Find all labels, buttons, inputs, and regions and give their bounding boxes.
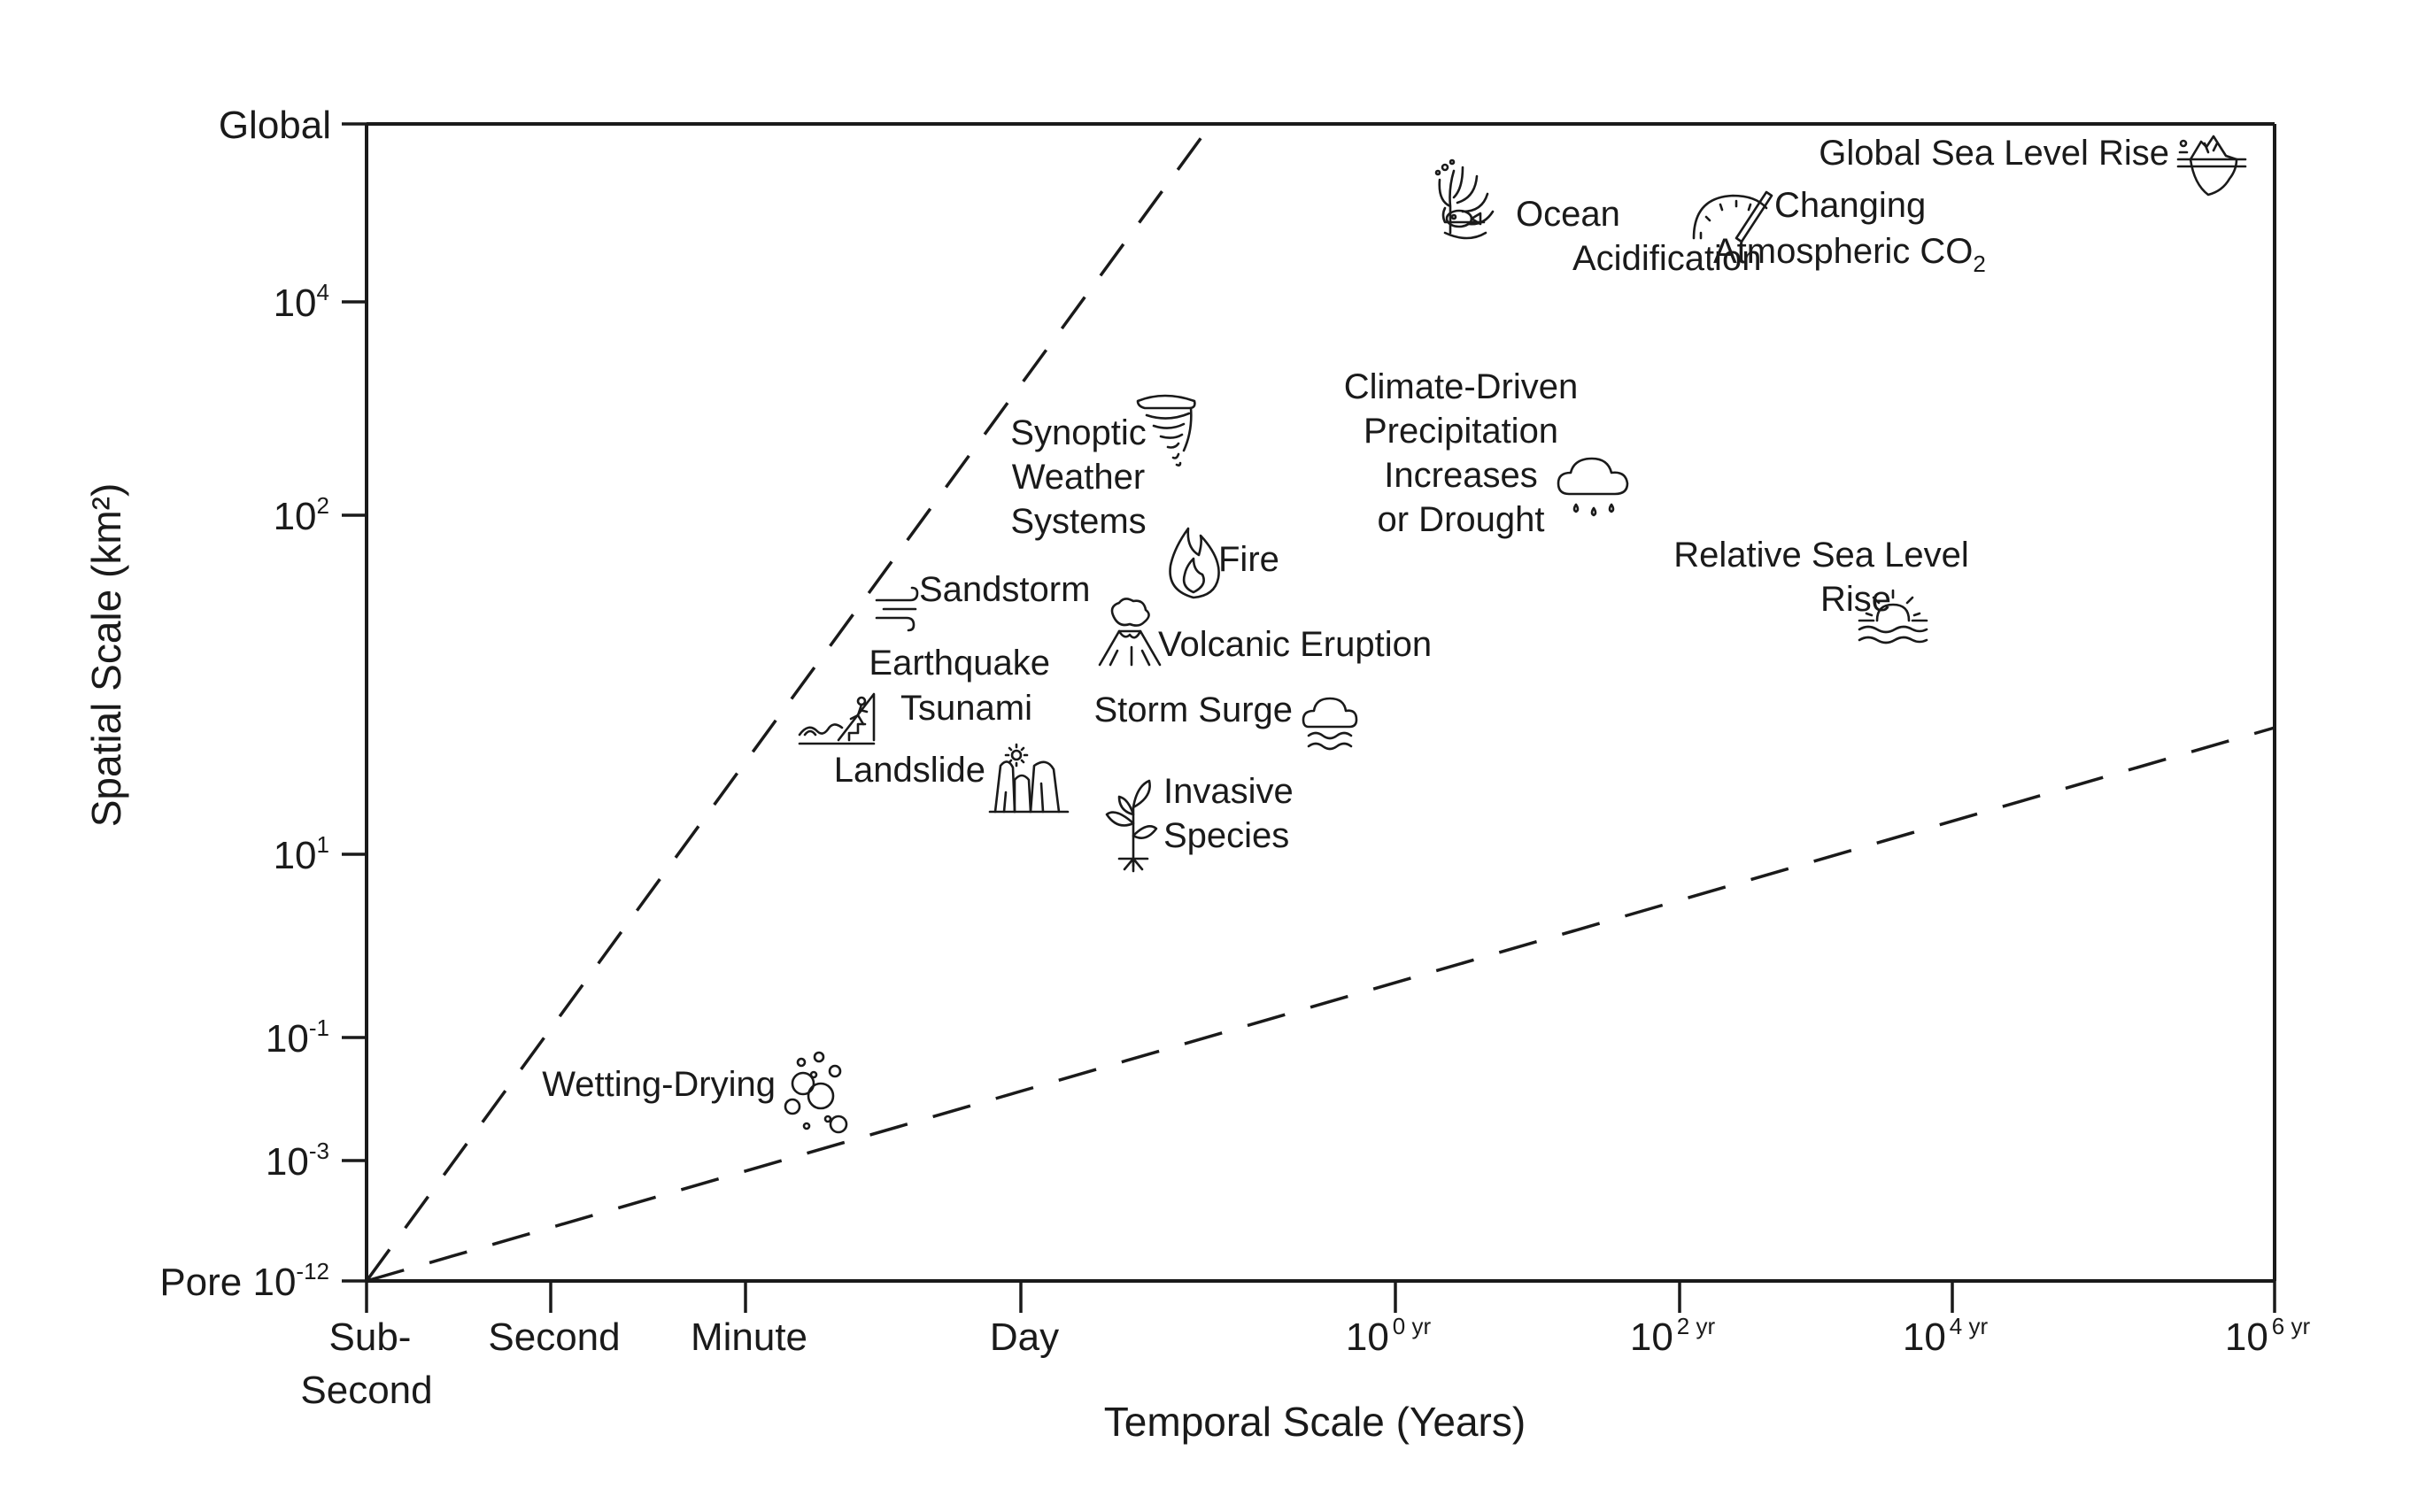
- event-label: Atmospheric CO2: [1713, 232, 1986, 277]
- volcano-icon: [1098, 598, 1162, 667]
- event-storm-surge: Storm Surge: [1093, 690, 1358, 751]
- event-label: Species: [1163, 816, 1289, 855]
- event-volcanic-eruption: Volcanic Eruption: [1098, 598, 1432, 667]
- event-climate-driven: Climate-Driven Precipitation Increases or D…: [1344, 367, 1629, 539]
- event-label: Sandstorm: [919, 570, 1090, 609]
- event-label: Earthquake: [869, 644, 1050, 683]
- cloud-waves-icon: [1302, 697, 1358, 751]
- x-tick-label: Second: [488, 1315, 620, 1359]
- x-tick-label: Day: [990, 1315, 1059, 1359]
- dashed-reference-line: [365, 122, 1213, 1283]
- coral-fish-icon: [1434, 158, 1495, 240]
- x-tick-label: Second: [300, 1369, 432, 1412]
- event-synoptic: Synoptic Weather Systems: [1010, 394, 1196, 541]
- y-tick-label: Pore 10-12: [159, 1258, 329, 1304]
- y-axis-title: Spatial Scale (km²): [83, 483, 129, 828]
- plot-area: [365, 122, 2276, 1283]
- y-tick-label: 102: [274, 492, 329, 538]
- x-tick-label: 10 6 yr: [2225, 1313, 2311, 1359]
- event-label: Fire: [1218, 540, 1279, 579]
- event-landslide: Landslide: [834, 743, 1070, 814]
- flame-icon: [1169, 527, 1220, 599]
- event-label: Precipitation: [1364, 412, 1558, 451]
- event-label: Synoptic: [1010, 413, 1146, 452]
- x-tick-label: 10 0 yr: [1346, 1313, 1432, 1359]
- y-tick-label: Global: [219, 104, 331, 147]
- event-ocean: Ocean Acidification: [1434, 158, 1761, 278]
- event-relative-sea-level: Relative Sea Level Rise: [1673, 536, 1969, 644]
- event-label: Landslide: [834, 751, 985, 790]
- event-label: Climate-Driven: [1344, 367, 1579, 406]
- y-axis-ticks: Pore 10-12 10-3 10-1 101 102 104 Global: [159, 104, 367, 1304]
- x-axis-title: Temporal Scale (Years): [1104, 1399, 1526, 1445]
- event-sandstorm: Sandstorm: [875, 570, 1090, 632]
- event-label: Relative Sea Level: [1673, 536, 1969, 575]
- rain-cloud-icon: [1557, 457, 1629, 517]
- reference-lines: [365, 122, 2275, 1283]
- event-label: Weather: [1012, 458, 1145, 497]
- x-tick-label: Sub-: [329, 1315, 412, 1359]
- event-label: Invasive: [1163, 772, 1294, 811]
- event-label: Acidification: [1572, 239, 1761, 278]
- wind-icon: [875, 586, 919, 632]
- y-tick-label: 10-1: [266, 1014, 329, 1061]
- x-tick-label: Minute: [691, 1315, 807, 1359]
- event-label: Wetting-Drying: [542, 1065, 776, 1104]
- landslide-icon: [988, 743, 1070, 814]
- event-changing: Changing Atmospheric CO2: [1692, 186, 1986, 277]
- event-label: Systems: [1010, 502, 1146, 541]
- event-label: or Drought: [1378, 500, 1545, 539]
- event-label: Volcanic Eruption: [1158, 625, 1432, 664]
- iceberg-icon: [2176, 135, 2247, 197]
- plant-icon: [1105, 779, 1158, 873]
- tsunami-icon: [798, 692, 876, 745]
- event-label: Tsunami: [900, 689, 1032, 728]
- event-label: Storm Surge: [1093, 690, 1293, 729]
- tornado-icon: [1136, 394, 1196, 467]
- y-tick-label: 104: [274, 279, 329, 325]
- event-invasive: Invasive Species: [1105, 772, 1294, 873]
- sunset-waves-icon: [1858, 589, 1928, 644]
- event-label: Increases: [1384, 456, 1537, 495]
- x-axis-ticks: Sub- Second Second Minute Day 10 0 yr 10 2 yr 10 4…: [300, 1281, 2310, 1412]
- event-label: Rise: [1820, 580, 1891, 619]
- event-label: Global Sea Level Rise: [1819, 134, 2169, 173]
- x-tick-label: 10 4 yr: [1903, 1313, 1989, 1359]
- event-fire: Fire: [1169, 527, 1279, 599]
- event-wetting-drying: Wetting-Drying: [542, 1051, 848, 1134]
- events: Wetting-Drying Landslide Earthquake Tsunami…: [542, 134, 2247, 1134]
- x-tick-label: 10 2 yr: [1630, 1313, 1716, 1359]
- bubbles-icon: [784, 1051, 848, 1134]
- gauge-icon: [1692, 190, 1773, 243]
- y-tick-label: 10-3: [266, 1138, 329, 1184]
- event-earthquake: Earthquake Tsunami: [798, 644, 1050, 745]
- y-tick-label: 101: [274, 831, 329, 877]
- event-global-sea-level-rise: Global Sea Level Rise: [1819, 134, 2247, 197]
- event-label: Ocean: [1516, 195, 1620, 234]
- event-label: Changing: [1774, 186, 1926, 225]
- dashed-reference-line: [366, 726, 2275, 1283]
